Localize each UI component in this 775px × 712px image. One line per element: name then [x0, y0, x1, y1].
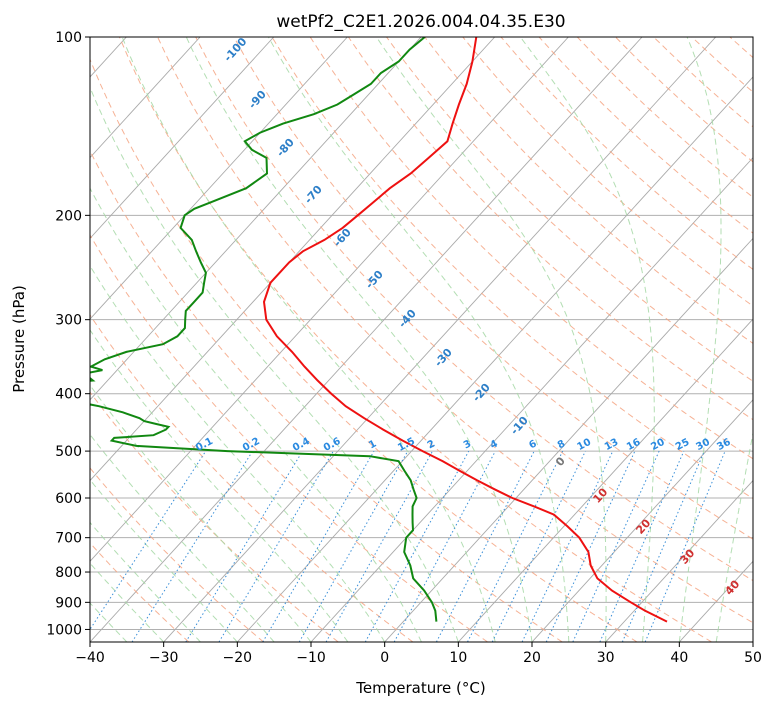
y-tick-label: 200: [55, 208, 82, 224]
x-axis-label: Temperature (°C): [355, 679, 485, 697]
x-tick-label: 40: [670, 650, 688, 666]
x-tick-label: 0: [380, 650, 389, 666]
chart-title: wetPf2_C2E1.2026.004.04.35.E30: [276, 12, 565, 32]
x-tick-label: 20: [523, 650, 541, 666]
y-tick-label: 500: [55, 444, 82, 460]
x-tick-label: −20: [223, 650, 253, 666]
x-tick-label: −40: [75, 650, 105, 666]
x-tick-label: −30: [149, 650, 179, 666]
y-tick-label: 700: [55, 531, 82, 547]
y-tick-label: 600: [55, 491, 82, 507]
x-tick-label: 30: [597, 650, 615, 666]
x-tick-label: −10: [296, 650, 326, 666]
y-tick-label: 300: [55, 313, 82, 329]
x-tick-label: 50: [744, 650, 762, 666]
y-tick-label: 900: [55, 595, 82, 611]
y-tick-label: 800: [55, 565, 82, 581]
x-tick-label: 10: [449, 650, 467, 666]
y-axis-label: Pressure (hPa): [10, 285, 28, 393]
y-tick-label: 400: [55, 387, 82, 403]
y-tick-label: 1000: [46, 622, 82, 638]
y-tick-label: 100: [55, 30, 82, 46]
